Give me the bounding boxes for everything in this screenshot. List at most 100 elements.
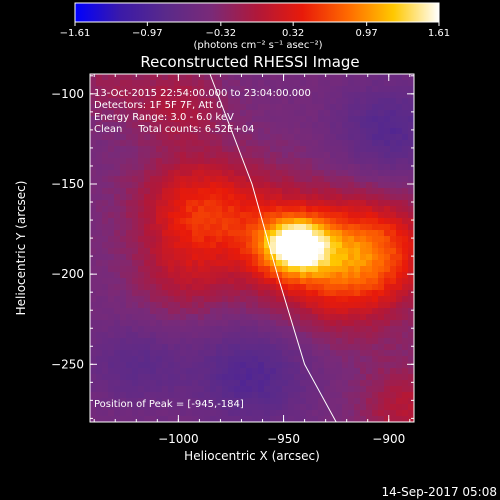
heatmap-cell xyxy=(282,410,289,417)
heatmap-cell xyxy=(270,338,277,345)
heatmap-cell xyxy=(234,308,241,315)
heatmap-cell xyxy=(258,146,265,153)
heatmap-cell xyxy=(114,320,121,327)
heatmap-cell xyxy=(324,116,331,123)
heatmap-cell xyxy=(96,200,103,207)
heatmap-cell xyxy=(264,74,271,81)
heatmap-cell xyxy=(126,398,133,405)
heatmap-cell xyxy=(306,230,313,237)
heatmap-cell xyxy=(96,206,103,213)
heatmap-cell xyxy=(342,416,349,422)
heatmap-cell xyxy=(96,176,103,183)
heatmap-cell xyxy=(276,128,283,135)
heatmap-cell xyxy=(264,86,271,93)
heatmap-cell xyxy=(168,260,175,267)
heatmap-cell xyxy=(258,392,265,399)
heatmap-cell xyxy=(174,368,181,375)
heatmap-cell xyxy=(366,350,373,357)
heatmap-cell xyxy=(408,302,414,309)
heatmap-cell xyxy=(276,302,283,309)
heatmap-cell xyxy=(330,236,337,243)
heatmap-cell xyxy=(120,104,127,111)
heatmap-cell xyxy=(264,134,271,141)
heatmap-cell xyxy=(240,374,247,381)
heatmap-cell xyxy=(306,350,313,357)
heatmap-cell xyxy=(294,242,301,249)
heatmap-cell xyxy=(222,362,229,369)
heatmap-cell xyxy=(234,404,241,411)
heatmap-cell xyxy=(312,326,319,333)
heatmap-cell xyxy=(378,356,385,363)
heatmap-cell xyxy=(366,146,373,153)
heatmap-cell xyxy=(282,356,289,363)
heatmap-cell xyxy=(150,116,157,123)
heatmap-cell xyxy=(270,332,277,339)
heatmap-cell xyxy=(288,404,295,411)
heatmap-cell xyxy=(210,308,217,315)
heatmap-cell xyxy=(180,260,187,267)
heatmap-cell xyxy=(318,224,325,231)
heatmap-cell xyxy=(174,110,181,117)
heatmap-cell xyxy=(210,398,217,405)
heatmap-cell xyxy=(210,248,217,255)
heatmap-cell xyxy=(186,80,193,87)
heatmap-cell xyxy=(204,116,211,123)
heatmap-cell xyxy=(390,206,397,213)
heatmap-cell xyxy=(156,110,163,117)
heatmap-cell xyxy=(318,296,325,303)
heatmap-cell xyxy=(102,218,109,225)
heatmap-cell xyxy=(294,350,301,357)
heatmap-cell xyxy=(300,338,307,345)
heatmap-cell xyxy=(108,236,115,243)
heatmap-cell xyxy=(270,224,277,231)
heatmap-cell xyxy=(138,92,145,99)
heatmap-cell xyxy=(288,182,295,189)
heatmap-cell xyxy=(120,356,127,363)
heatmap-cell xyxy=(324,266,331,273)
heatmap-cell xyxy=(336,278,343,285)
heatmap-cell xyxy=(306,248,313,255)
heatmap-cell xyxy=(210,104,217,111)
heatmap-cell xyxy=(342,134,349,141)
heatmap-cell xyxy=(390,344,397,351)
heatmap-cell xyxy=(312,386,319,393)
heatmap-cell xyxy=(168,272,175,279)
heatmap-cell xyxy=(306,236,313,243)
heatmap-cell xyxy=(282,338,289,345)
heatmap-cell xyxy=(408,110,414,117)
heatmap-cell xyxy=(120,410,127,417)
heatmap-cell xyxy=(210,380,217,387)
heatmap-cell xyxy=(276,194,283,201)
heatmap-cell xyxy=(336,338,343,345)
heatmap-cell xyxy=(378,86,385,93)
heatmap-cell xyxy=(276,344,283,351)
heatmap-cell xyxy=(294,368,301,375)
heatmap-cell xyxy=(138,338,145,345)
heatmap-cell xyxy=(198,128,205,135)
heatmap-cell xyxy=(354,356,361,363)
heatmap-cell xyxy=(198,320,205,327)
heatmap-cell xyxy=(240,284,247,291)
heatmap-cell xyxy=(198,398,205,405)
heatmap-cell xyxy=(342,332,349,339)
heatmap-cell xyxy=(336,380,343,387)
heatmap-cell xyxy=(318,272,325,279)
heatmap-cell xyxy=(156,74,163,81)
heatmap-cell xyxy=(330,290,337,297)
heatmap-cell xyxy=(168,176,175,183)
heatmap-cell xyxy=(372,260,379,267)
heatmap-cell xyxy=(360,284,367,291)
heatmap-cell xyxy=(150,158,157,165)
heatmap-cell xyxy=(192,380,199,387)
heatmap-cell xyxy=(348,338,355,345)
heatmap-cell xyxy=(144,224,151,231)
heatmap-cell xyxy=(318,284,325,291)
heatmap-cell xyxy=(372,164,379,171)
heatmap-cell xyxy=(246,278,253,285)
heatmap-cell xyxy=(186,164,193,171)
heatmap-cell xyxy=(270,158,277,165)
heatmap-cell xyxy=(138,164,145,171)
heatmap-cell xyxy=(234,338,241,345)
annotation-detectors: Detectors: 1F 5F 7F, Att 0 xyxy=(94,100,222,111)
heatmap-cell xyxy=(150,176,157,183)
